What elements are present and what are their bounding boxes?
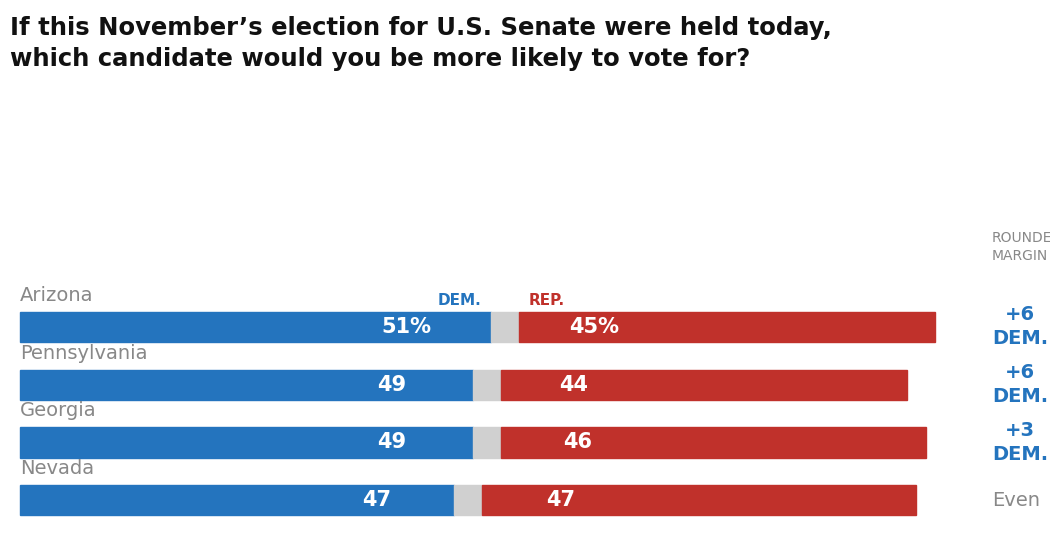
Text: 47: 47 — [361, 490, 391, 511]
Text: Pennsylvania: Pennsylvania — [20, 344, 148, 362]
Text: +6
DEM.: +6 DEM. — [992, 305, 1048, 348]
Bar — [20, 485, 455, 516]
Text: 49: 49 — [377, 433, 406, 452]
Bar — [472, 369, 501, 400]
Bar — [501, 428, 926, 457]
Bar — [472, 428, 501, 457]
Bar — [501, 369, 907, 400]
Bar — [455, 485, 482, 516]
Bar — [20, 428, 472, 457]
Text: If this November’s election for U.S. Senate were held today,
which candidate wou: If this November’s election for U.S. Sen… — [10, 16, 833, 71]
Text: 49: 49 — [377, 374, 406, 395]
Text: Nevada: Nevada — [20, 460, 94, 478]
Text: DEM.: DEM. — [438, 293, 482, 308]
Text: REP.: REP. — [528, 293, 565, 308]
Bar — [491, 312, 519, 342]
Text: Even: Even — [992, 491, 1040, 510]
Text: 51%: 51% — [381, 317, 432, 337]
Bar — [20, 312, 491, 342]
Text: 44: 44 — [560, 374, 588, 395]
Text: 46: 46 — [563, 433, 591, 452]
Text: Arizona: Arizona — [20, 285, 93, 305]
Text: ROUNDED
MARGIN: ROUNDED MARGIN — [992, 231, 1050, 263]
Text: 47: 47 — [546, 490, 574, 511]
Bar — [482, 485, 917, 516]
Text: 45%: 45% — [569, 317, 618, 337]
Text: +3
DEM.: +3 DEM. — [992, 421, 1048, 464]
Text: Georgia: Georgia — [20, 401, 97, 421]
Bar — [20, 369, 472, 400]
Bar — [519, 312, 934, 342]
Text: +6
DEM.: +6 DEM. — [992, 363, 1048, 406]
